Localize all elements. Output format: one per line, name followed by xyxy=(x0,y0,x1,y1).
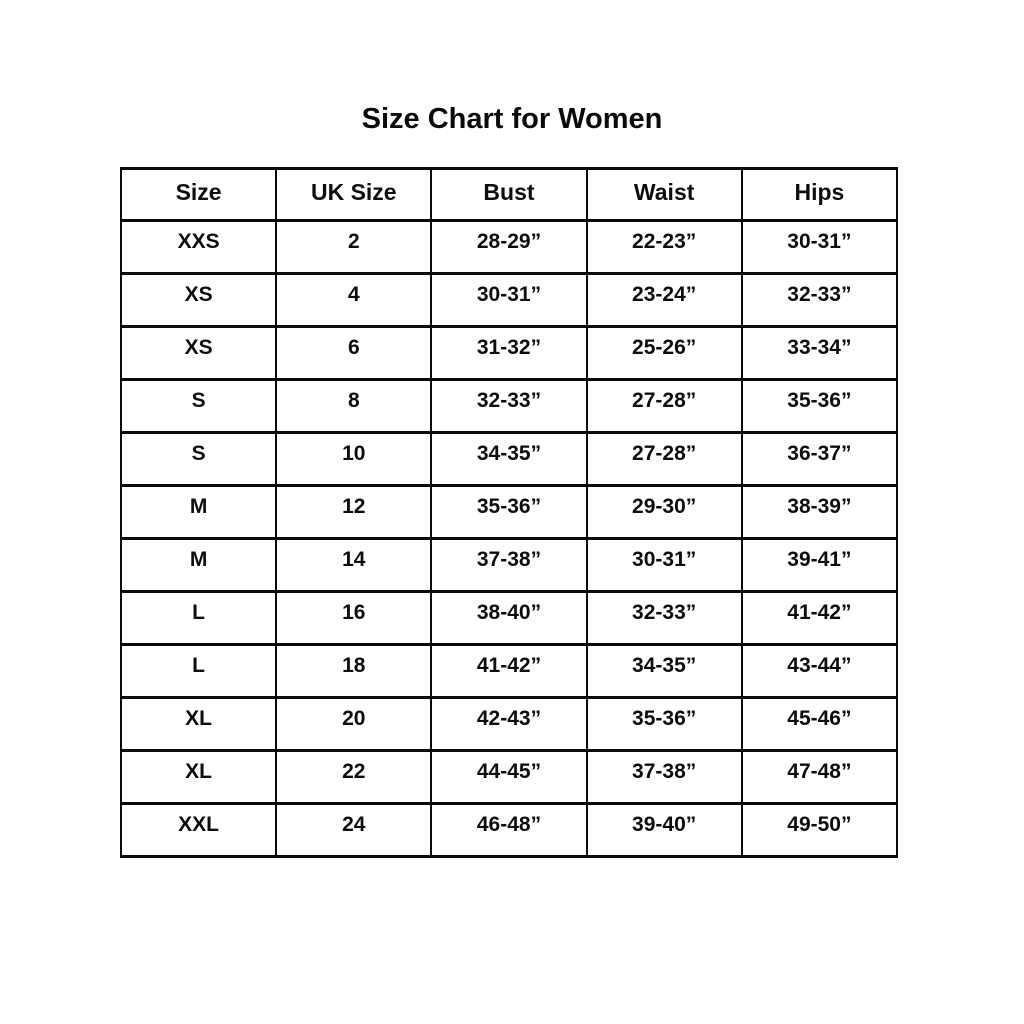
table-cell: 22-23” xyxy=(585,219,743,275)
table-row: L 18 41-42” 34-35” 43-44” xyxy=(119,643,899,699)
table-cell: M xyxy=(119,537,278,593)
table-row: XL 20 42-43” 35-36” 45-46” xyxy=(119,696,899,752)
table-row: M 14 37-38” 30-31” 39-41” xyxy=(119,537,899,593)
table-cell: 44-45” xyxy=(430,749,588,805)
page-title: Size Chart for Women xyxy=(361,103,663,135)
column-header-waist: Waist xyxy=(585,167,743,222)
table-cell: 49-50” xyxy=(740,802,899,858)
column-header-size: Size xyxy=(119,167,278,222)
table-cell: 20 xyxy=(275,696,433,752)
table-cell: 39-40” xyxy=(585,802,743,858)
table-row: M 12 35-36” 29-30” 38-39” xyxy=(119,484,899,540)
size-chart-table: Size UK Size Bust Waist Hips XXS 2 28-29” 22-23… xyxy=(119,167,899,858)
table-cell: S xyxy=(119,431,278,487)
table-cell: L xyxy=(119,590,278,646)
table-cell: 42-43” xyxy=(430,696,588,752)
table-cell: 16 xyxy=(275,590,433,646)
header-row: Size UK Size Bust Waist Hips xyxy=(119,167,899,222)
table-cell: 10 xyxy=(275,431,433,487)
table-cell: 46-48” xyxy=(430,802,588,858)
table-row: XS 4 30-31” 23-24” 32-33” xyxy=(119,272,899,328)
table-cell: 32-33” xyxy=(585,590,743,646)
table-cell: 27-28” xyxy=(585,431,743,487)
table-cell: 38-39” xyxy=(740,484,899,540)
table-row: S 8 32-33” 27-28” 35-36” xyxy=(119,378,899,434)
table-cell: 22 xyxy=(275,749,433,805)
table-cell: XL xyxy=(119,696,278,752)
size-chart-header: Size UK Size Bust Waist Hips xyxy=(119,167,899,222)
table-cell: 4 xyxy=(275,272,433,328)
table-cell: 35-36” xyxy=(430,484,588,540)
table-cell: XL xyxy=(119,749,278,805)
table-row: S 10 34-35” 27-28” 36-37” xyxy=(119,431,899,487)
table-cell: 37-38” xyxy=(430,537,588,593)
table-row: XXL 24 46-48” 39-40” 49-50” xyxy=(119,802,899,858)
table-cell: S xyxy=(119,378,278,434)
table-cell: XXL xyxy=(119,802,278,858)
table-cell: 32-33” xyxy=(740,272,899,328)
table-cell: 25-26” xyxy=(585,325,743,381)
table-cell: 18 xyxy=(275,643,433,699)
table-cell: 43-44” xyxy=(740,643,899,699)
table-cell: 37-38” xyxy=(585,749,743,805)
table-cell: 24 xyxy=(275,802,433,858)
table-cell: 39-41” xyxy=(740,537,899,593)
column-header-hips: Hips xyxy=(740,167,899,222)
table-cell: 32-33” xyxy=(430,378,588,434)
column-header-uk-size: UK Size xyxy=(275,167,433,222)
table-cell: L xyxy=(119,643,278,699)
table-row: L 16 38-40” 32-33” 41-42” xyxy=(119,590,899,646)
table-cell: 30-31” xyxy=(585,537,743,593)
table-cell: 34-35” xyxy=(585,643,743,699)
table-cell: M xyxy=(119,484,278,540)
table-cell: 41-42” xyxy=(740,590,899,646)
table-cell: 6 xyxy=(275,325,433,381)
table-cell: 38-40” xyxy=(430,590,588,646)
table-cell: 14 xyxy=(275,537,433,593)
table-cell: XS xyxy=(119,325,278,381)
table-cell: 12 xyxy=(275,484,433,540)
table-cell: 31-32” xyxy=(430,325,588,381)
table-row: XS 6 31-32” 25-26” 33-34” xyxy=(119,325,899,381)
table-cell: 35-36” xyxy=(740,378,899,434)
table-cell: 23-24” xyxy=(585,272,743,328)
table-cell: 34-35” xyxy=(430,431,588,487)
table-cell: XS xyxy=(119,272,278,328)
table-cell: 30-31” xyxy=(430,272,588,328)
size-chart-body: XXS 2 28-29” 22-23” 30-31” XS 4 30-31” 23-24” 32-… xyxy=(119,219,899,858)
table-cell: 36-37” xyxy=(740,431,899,487)
table-cell: 29-30” xyxy=(585,484,743,540)
table-cell: 45-46” xyxy=(740,696,899,752)
table-cell: 27-28” xyxy=(585,378,743,434)
table-cell: XXS xyxy=(119,219,278,275)
table-cell: 41-42” xyxy=(430,643,588,699)
column-header-bust: Bust xyxy=(430,167,588,222)
table-cell: 35-36” xyxy=(585,696,743,752)
table-cell: 33-34” xyxy=(740,325,899,381)
table-row: XXS 2 28-29” 22-23” 30-31” xyxy=(119,219,899,275)
table-row: XL 22 44-45” 37-38” 47-48” xyxy=(119,749,899,805)
table-cell: 2 xyxy=(275,219,433,275)
table-cell: 30-31” xyxy=(740,219,899,275)
table-cell: 28-29” xyxy=(430,219,588,275)
table-cell: 8 xyxy=(275,378,433,434)
table-cell: 47-48” xyxy=(740,749,899,805)
